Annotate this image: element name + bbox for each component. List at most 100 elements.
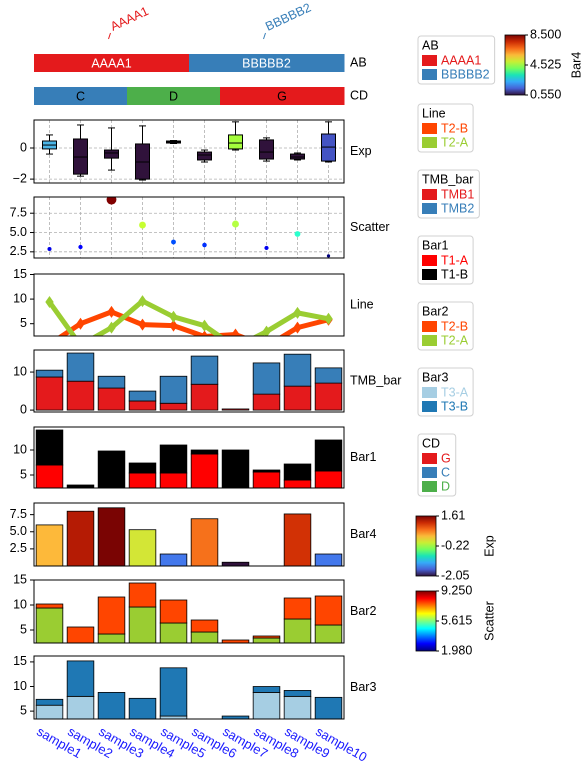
- legend-label: T3-B: [441, 399, 468, 413]
- bar-segment: [128, 606, 157, 643]
- legend-patch: [422, 203, 437, 214]
- legend-patch: [422, 335, 437, 346]
- legend-patch: [422, 467, 437, 478]
- category-label: D: [169, 89, 178, 103]
- marker: [200, 330, 209, 336]
- point: [294, 231, 301, 237]
- bar: [221, 561, 250, 566]
- category-cell: [251, 54, 283, 72]
- legend-label: T1-A: [441, 253, 469, 267]
- legend-label: G: [441, 451, 451, 465]
- bar-segment: [252, 635, 281, 639]
- line: [47, 298, 329, 336]
- bar-segment: [35, 704, 64, 719]
- plot-area: [35, 582, 343, 643]
- bar-segment: [128, 582, 157, 608]
- bar-segment: [252, 393, 281, 411]
- axes-frame: [33, 426, 345, 489]
- point: [139, 221, 146, 229]
- bar-segment: [190, 619, 219, 633]
- top-label-tick: [263, 32, 266, 40]
- colorbar: [504, 34, 526, 96]
- legend-patch: [422, 55, 437, 66]
- legend-label: T1-B: [441, 267, 468, 281]
- legend-patch: [422, 69, 437, 80]
- category-cell: [65, 87, 97, 105]
- row-label: Scatter: [350, 220, 390, 234]
- bar-segment: [221, 449, 250, 488]
- marker: [76, 317, 85, 330]
- colorbar-tick-label: -2.05: [441, 568, 470, 582]
- legend-patch: [422, 189, 437, 200]
- colorbar-tick-label: -0.22: [441, 538, 470, 552]
- bar-segment: [97, 487, 126, 488]
- bar-segment: [221, 639, 250, 643]
- point: [232, 220, 239, 228]
- y-tick-label: 0: [20, 402, 27, 416]
- marker: [293, 321, 302, 334]
- legend-patch: [422, 481, 437, 492]
- bar-segment: [66, 487, 95, 488]
- marker: [293, 306, 302, 319]
- y-tick-label: 10: [13, 597, 27, 611]
- colorbar-tick-label: 4.525: [530, 57, 561, 71]
- bar-segment: [252, 637, 281, 643]
- bar-segment: [66, 352, 95, 382]
- bar-segment: [283, 385, 312, 411]
- bar-segment: [128, 472, 157, 488]
- marker: [169, 310, 178, 323]
- bar-segment: [35, 464, 64, 488]
- bar-segment: [283, 695, 312, 719]
- row-label: Bar4: [350, 527, 376, 541]
- legend-label: BBBBB2: [441, 67, 490, 81]
- bar-segment: [97, 387, 126, 411]
- bar-segment: [283, 690, 312, 697]
- bar: [283, 513, 312, 566]
- marker: [45, 296, 54, 309]
- row-label: Bar1: [350, 450, 376, 464]
- bar-segment: [314, 367, 343, 384]
- y-tick-label: 0: [20, 140, 27, 154]
- marker: [138, 295, 147, 308]
- point: [202, 242, 207, 248]
- marker: [231, 328, 240, 336]
- legend-patch: [422, 387, 437, 398]
- bar: [159, 553, 188, 566]
- bar-segment: [97, 450, 126, 488]
- bar-segment: [128, 697, 157, 719]
- y-tick-label: 5: [20, 316, 27, 330]
- bar-segment: [252, 692, 281, 719]
- category-cell: [220, 54, 252, 72]
- bar-segment: [252, 471, 281, 488]
- axes-frame: [33, 119, 345, 184]
- bar-segment: [221, 487, 250, 488]
- marker: [262, 340, 270, 352]
- axes-frame: [33, 349, 345, 413]
- category-cell: [158, 87, 190, 105]
- bar-segment: [159, 622, 188, 643]
- row-label: AB: [350, 55, 367, 69]
- plot-area: [35, 660, 343, 719]
- colorbar-tick-label: 9.250: [441, 583, 472, 597]
- colorbar-title: Exp: [482, 535, 496, 557]
- bar-segment: [314, 470, 343, 488]
- point: [264, 245, 269, 251]
- category-cell: [127, 54, 159, 72]
- bar-segment: [159, 599, 188, 624]
- category-cell: [313, 87, 345, 105]
- bar: [66, 510, 95, 566]
- bar-segment: [159, 402, 188, 411]
- bar-segment: [190, 355, 219, 385]
- category-label: G: [277, 89, 287, 103]
- axes-frame: [33, 655, 345, 720]
- bar-segment: [252, 362, 281, 395]
- category-cell: [158, 54, 190, 72]
- y-tick-label: 5: [20, 703, 27, 717]
- marker: [138, 318, 147, 331]
- row-label: TMB_bar: [350, 373, 401, 387]
- legend-patch: [422, 321, 437, 332]
- colorbar-tick-label: 1.61: [441, 508, 465, 522]
- marker: [262, 325, 271, 336]
- bar-segment: [283, 597, 312, 620]
- y-tick-label: 5.0: [10, 225, 27, 239]
